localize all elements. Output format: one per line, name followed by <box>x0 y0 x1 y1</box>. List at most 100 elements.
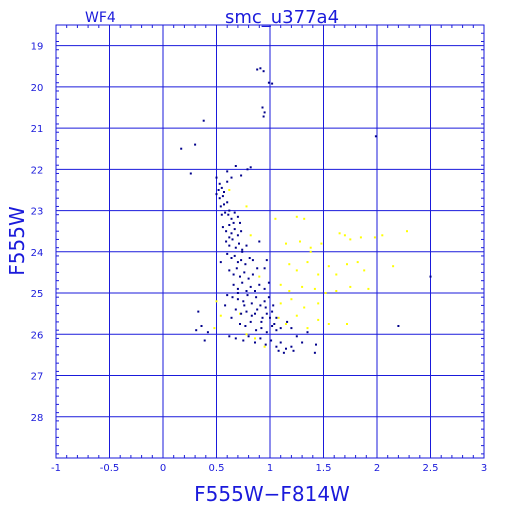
data-point <box>197 310 200 313</box>
data-point <box>265 259 268 262</box>
data-point <box>317 302 320 305</box>
data-point <box>264 343 267 346</box>
data-point <box>236 261 239 264</box>
data-point <box>327 265 330 268</box>
data-point <box>346 323 348 325</box>
data-point <box>226 180 229 183</box>
data-point <box>254 312 256 315</box>
data-point <box>228 244 231 247</box>
data-point <box>290 327 293 330</box>
data-point <box>303 217 306 220</box>
data-point <box>261 106 264 109</box>
data-point <box>232 273 235 276</box>
data-point <box>306 261 309 264</box>
data-point <box>241 281 244 284</box>
x-tick-label: 0 <box>160 463 166 474</box>
data-point <box>230 316 233 319</box>
chart-title: smc_u377a4 <box>225 7 339 28</box>
data-point <box>279 327 282 330</box>
data-point <box>277 349 280 352</box>
data-point <box>363 269 366 272</box>
data-point <box>180 147 183 150</box>
data-point <box>230 232 233 235</box>
data-point <box>240 230 243 233</box>
data-point <box>234 246 237 249</box>
data-point <box>230 257 233 259</box>
data-point <box>272 304 275 307</box>
data-point <box>236 292 239 294</box>
data-point <box>271 82 274 85</box>
data-point <box>258 240 261 243</box>
data-point <box>309 246 312 249</box>
data-point <box>285 347 287 350</box>
data-point <box>239 221 241 224</box>
data-point <box>269 316 271 319</box>
data-point <box>295 215 298 218</box>
data-point <box>236 298 239 301</box>
data-point <box>335 273 338 276</box>
data-point <box>246 168 249 171</box>
data-point <box>335 290 338 292</box>
data-point <box>242 339 245 342</box>
data-point <box>243 271 246 274</box>
data-point <box>295 269 298 272</box>
data-point <box>228 269 231 272</box>
data-point <box>263 267 266 270</box>
data-point <box>267 281 270 284</box>
data-point <box>228 236 231 239</box>
data-point <box>251 273 254 276</box>
data-point <box>218 182 221 185</box>
y-tick-label: 23 <box>31 207 44 218</box>
x-axis-label: F555W−F814W <box>194 482 350 506</box>
data-point <box>255 329 258 332</box>
data-point <box>317 273 320 276</box>
data-point <box>279 302 282 305</box>
data-point <box>255 296 258 299</box>
x-tick-label: 3 <box>481 463 487 474</box>
data-point <box>250 314 253 317</box>
data-point <box>248 257 251 259</box>
data-point <box>250 302 253 305</box>
data-point <box>317 318 320 321</box>
x-tick-label: 0.5 <box>209 463 225 474</box>
data-point <box>381 234 384 237</box>
data-point <box>195 329 198 332</box>
y-tick-label: 19 <box>31 42 44 53</box>
data-point <box>309 250 312 253</box>
data-point <box>327 323 330 325</box>
data-point <box>397 325 400 327</box>
data-point <box>259 304 262 307</box>
axis-ticks <box>55 24 485 458</box>
data-point <box>242 300 245 303</box>
data-point <box>236 287 239 290</box>
data-point <box>228 224 231 226</box>
data-point <box>249 285 252 288</box>
data-point <box>236 234 239 237</box>
x-tick-label: 2.5 <box>423 463 439 474</box>
data-point <box>215 193 218 196</box>
data-point <box>271 310 274 313</box>
data-point <box>206 331 209 334</box>
data-point <box>374 135 377 138</box>
data-point <box>224 211 227 214</box>
data-point <box>279 341 282 344</box>
x-tick-label: -0.5 <box>100 463 120 474</box>
data-point <box>367 287 370 290</box>
data-point <box>219 314 222 317</box>
data-point <box>233 228 236 231</box>
data-point <box>306 331 309 334</box>
data-point <box>263 345 266 348</box>
data-point <box>261 316 264 319</box>
data-point <box>265 331 268 334</box>
data-point <box>290 298 293 301</box>
data-point <box>189 172 192 175</box>
data-point <box>240 312 243 315</box>
data-point <box>263 287 266 290</box>
data-point <box>256 68 259 71</box>
data-point <box>249 320 252 323</box>
data-point <box>233 254 236 257</box>
data-point <box>343 234 346 237</box>
data-point <box>234 337 237 340</box>
data-point <box>232 283 235 286</box>
